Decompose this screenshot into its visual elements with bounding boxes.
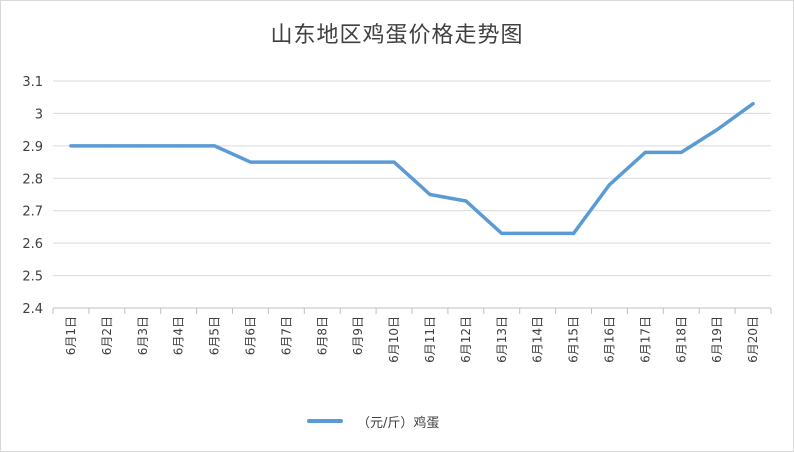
x-axis	[52, 307, 772, 314]
x-tick-label: 6月3日	[136, 316, 150, 355]
data-point	[320, 160, 324, 164]
y-tick-label: 2.8	[22, 172, 43, 187]
data-point	[500, 231, 504, 235]
data-point	[69, 144, 73, 148]
x-tick-label: 6月18日	[674, 316, 688, 363]
data-point	[392, 160, 396, 164]
x-tick-label: 6月19日	[710, 316, 724, 363]
series-layer	[69, 101, 755, 236]
data-point	[536, 231, 540, 235]
gridlines	[53, 80, 771, 309]
legend-swatch	[307, 419, 343, 423]
x-axis-ticks: 6月1日 6月2日 6月3日 6月4日 6月5日 6月6日 6月7日 6月8日 6月9日 6月10…	[64, 316, 760, 363]
x-tick-label: 6月12日	[459, 316, 473, 363]
line-chart: 2.42.52.62.72.82.933.1 6月1日 6月2日 6月3日 6月4日 6…	[22, 75, 772, 363]
data-point	[141, 144, 145, 148]
x-tick-label: 6月16日	[602, 316, 616, 363]
y-tick-label: 2.5	[22, 270, 43, 285]
y-axis-ticks: 2.4 2.5 2.6 2.7 2.8 2.9 3 3.1	[22, 75, 43, 317]
y-tick-label: 2.4	[22, 302, 43, 317]
x-tick-label: 6月6日	[243, 316, 257, 355]
x-tick-label: 6月11日	[423, 316, 437, 363]
x-tick-label: 6月13日	[495, 316, 509, 363]
data-point	[213, 144, 217, 148]
x-tick-label: 6月1日	[64, 316, 78, 355]
data-point	[284, 160, 288, 164]
data-point	[751, 102, 755, 106]
data-point	[572, 231, 576, 235]
y-tick-label: 3	[35, 107, 43, 122]
data-point	[105, 144, 109, 148]
x-tick-label: 6月7日	[279, 316, 293, 355]
x-tick-label: 6月5日	[208, 316, 222, 355]
y-tick-label: 2.7	[22, 205, 43, 220]
y-tick-label: 2.6	[22, 237, 43, 252]
x-tick-label: 6月20日	[746, 316, 760, 363]
y-tick-label: 3.1	[22, 75, 43, 90]
data-point	[464, 199, 468, 203]
x-tick-label: 6月15日	[567, 316, 581, 363]
x-tick-label: 6月8日	[315, 316, 329, 355]
legend: （元/斤）鸡蛋	[307, 411, 439, 431]
data-point	[643, 150, 647, 154]
series-line	[69, 101, 755, 236]
x-tick-label: 6月2日	[100, 316, 114, 355]
data-point	[428, 193, 432, 196]
x-tick-label: 6月9日	[351, 316, 365, 355]
x-tick-label: 6月17日	[638, 316, 652, 363]
data-point	[715, 128, 719, 132]
chart-title: 山东地区鸡蛋价格走势图	[270, 23, 524, 48]
data-point	[248, 160, 252, 164]
x-tick-label: 6月14日	[531, 316, 545, 363]
y-tick-label: 2.9	[22, 140, 43, 155]
x-tick-label: 6月10日	[387, 316, 401, 363]
data-point	[177, 144, 181, 148]
x-tick-label: 6月4日	[172, 316, 186, 355]
data-point	[356, 160, 360, 164]
legend-label: （元/斤）鸡蛋	[357, 415, 440, 431]
data-point	[679, 150, 683, 154]
data-point	[607, 183, 611, 187]
